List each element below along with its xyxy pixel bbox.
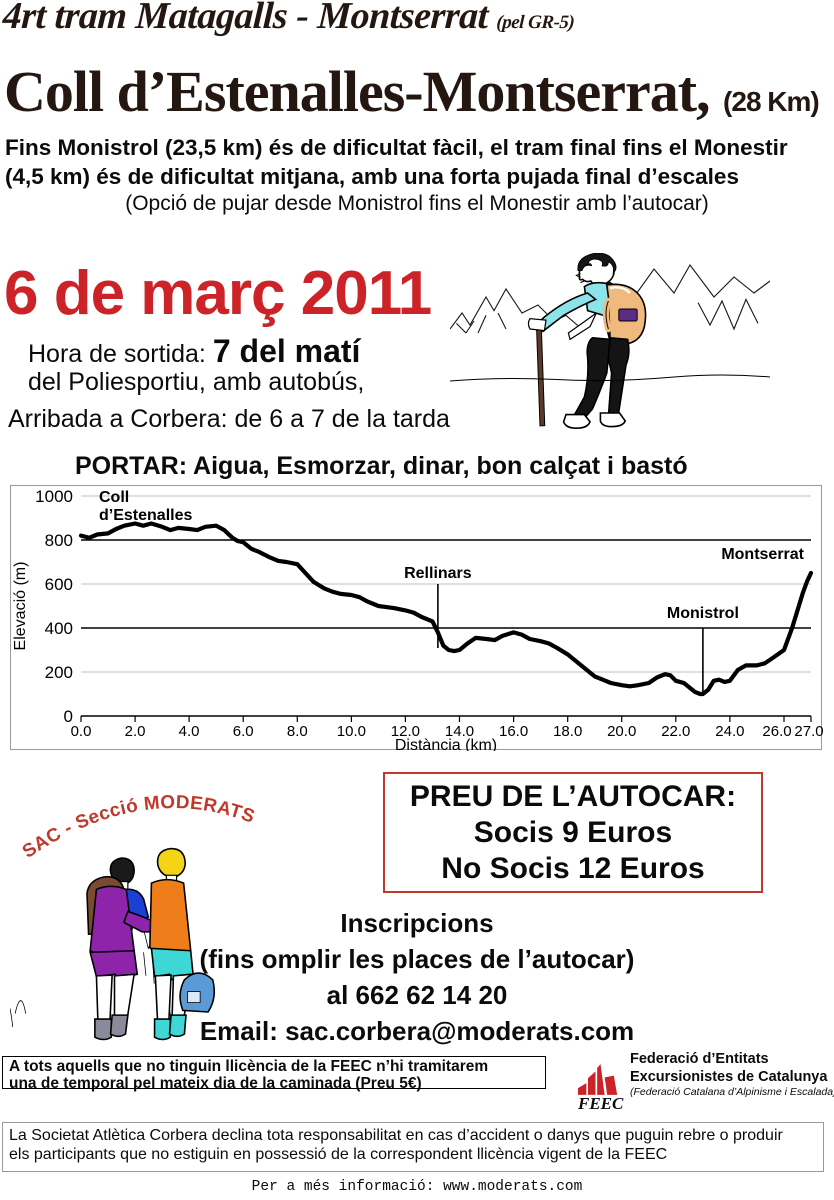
svg-text:16.0: 16.0 bbox=[499, 723, 528, 740]
svg-text:600: 600 bbox=[45, 575, 73, 594]
svg-text:400: 400 bbox=[45, 619, 73, 638]
svg-text:8.0: 8.0 bbox=[287, 723, 308, 740]
svg-text:800: 800 bbox=[45, 531, 73, 550]
svg-text:26.0: 26.0 bbox=[762, 723, 791, 740]
svg-text:27.0: 27.0 bbox=[794, 723, 823, 740]
svg-text:SAC - Secció MODERATS: SAC - Secció MODERATS bbox=[18, 791, 258, 862]
svg-text:22.0: 22.0 bbox=[661, 723, 690, 740]
svg-text:6.0: 6.0 bbox=[233, 723, 254, 740]
svg-text:Monistrol: Monistrol bbox=[667, 605, 739, 622]
svg-text:0.0: 0.0 bbox=[71, 723, 92, 740]
svg-text:Rellinars: Rellinars bbox=[404, 565, 472, 582]
svg-text:1000: 1000 bbox=[35, 487, 73, 506]
svg-text:Coll: Coll bbox=[99, 489, 129, 506]
svg-text:d’Estenalles: d’Estenalles bbox=[99, 507, 192, 524]
svg-text:4.0: 4.0 bbox=[179, 723, 200, 740]
svg-text:200: 200 bbox=[45, 663, 73, 682]
svg-text:2.0: 2.0 bbox=[125, 723, 146, 740]
svg-text:Montserrat: Montserrat bbox=[721, 546, 804, 563]
svg-text:20.0: 20.0 bbox=[607, 723, 636, 740]
svg-text:10.0: 10.0 bbox=[337, 723, 366, 740]
svg-text:Elevació (m): Elevació (m) bbox=[12, 562, 29, 651]
svg-text:Distància (km): Distància (km) bbox=[395, 737, 497, 751]
svg-text:18.0: 18.0 bbox=[553, 723, 582, 740]
svg-text:24.0: 24.0 bbox=[715, 723, 744, 740]
